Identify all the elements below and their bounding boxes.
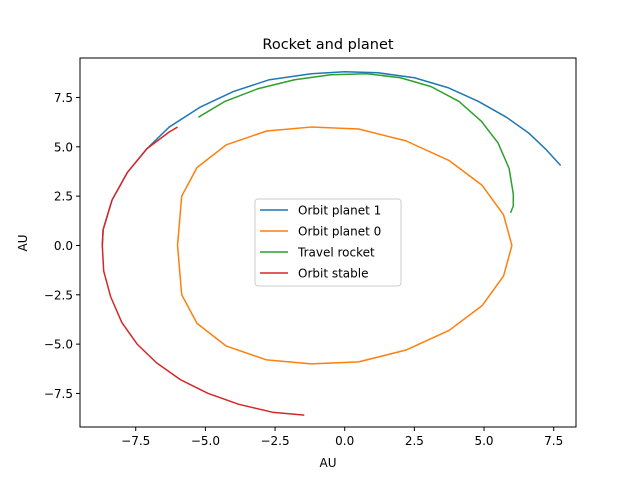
x-tick-label: −7.5 bbox=[121, 434, 150, 448]
y-tick-label: −5.0 bbox=[44, 338, 73, 352]
legend: Orbit planet 1 Orbit planet 0 Travel rocke… bbox=[254, 198, 402, 287]
chart-title: Rocket and planet bbox=[262, 37, 393, 53]
x-axis-label: AU bbox=[320, 456, 337, 470]
y-axis-ticks: −7.5 −5.0 −2.5 0.0 2.5 5.0 7.5 bbox=[44, 91, 80, 401]
x-tick-label: 7.5 bbox=[544, 434, 563, 448]
x-tick-label: 2.5 bbox=[405, 434, 424, 448]
x-tick-label: 5.0 bbox=[474, 434, 493, 448]
x-axis-ticks: −7.5 −5.0 −2.5 0.0 2.5 5.0 7.5 bbox=[121, 427, 563, 448]
x-tick-label: −5.0 bbox=[191, 434, 220, 448]
legend-label: Orbit planet 1 bbox=[298, 204, 381, 218]
legend-box bbox=[254, 198, 402, 287]
legend-label: Orbit planet 0 bbox=[298, 225, 381, 239]
y-tick-label: 7.5 bbox=[54, 91, 73, 105]
y-axis-label: AU bbox=[16, 235, 30, 252]
legend-label: Orbit stable bbox=[298, 267, 369, 281]
series-layer bbox=[101, 71, 562, 416]
legend-label: Travel rocket bbox=[297, 246, 375, 260]
series-line-orbit-stable bbox=[101, 126, 305, 416]
series-line-orbit-planet-0 bbox=[176, 126, 513, 365]
y-tick-label: 0.0 bbox=[54, 239, 73, 253]
series-line-travel-rocket bbox=[198, 73, 515, 214]
x-tick-label: −2.5 bbox=[260, 434, 289, 448]
y-tick-label: −2.5 bbox=[44, 288, 73, 302]
x-tick-label: 0.0 bbox=[335, 434, 354, 448]
y-tick-label: −7.5 bbox=[44, 387, 73, 401]
axes-frame bbox=[79, 57, 577, 428]
y-tick-label: 5.0 bbox=[54, 140, 73, 154]
y-tick-label: 2.5 bbox=[54, 190, 73, 204]
